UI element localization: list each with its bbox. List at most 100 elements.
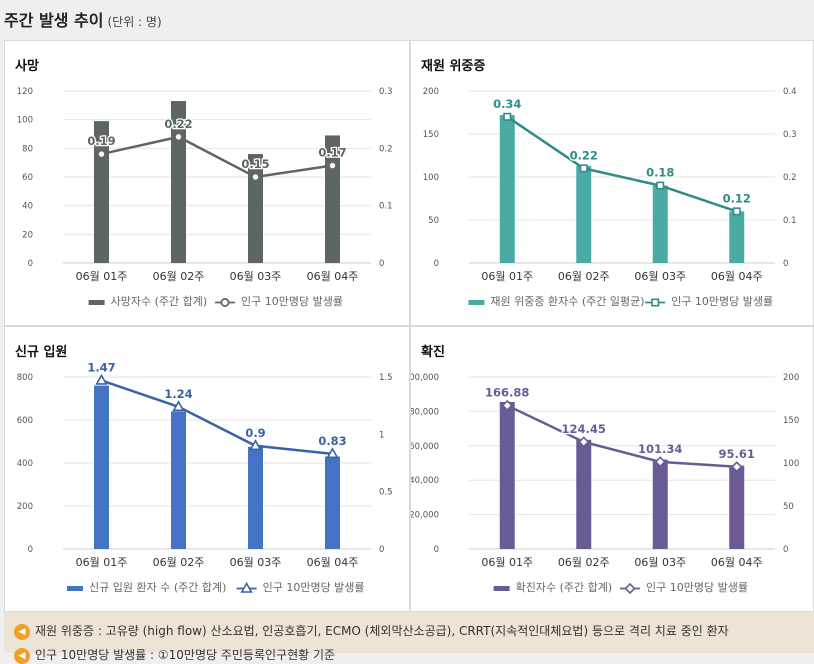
bar — [248, 154, 263, 263]
legend-line-label: 인구 10만명당 발생률 — [671, 295, 773, 308]
x-tick-label: 06월 03주 — [634, 556, 686, 569]
bar — [171, 411, 186, 549]
legend-line-label: 인구 10만명당 발생률 — [263, 581, 365, 594]
legend-line-marker — [220, 297, 230, 307]
legend-bar-swatch — [493, 586, 510, 591]
x-tick-label: 06월 04주 — [307, 556, 359, 569]
data-label: 101.34 — [638, 442, 682, 456]
rate-marker — [501, 399, 513, 412]
panel-confirmed: 확진 0 20,000 40,000 60,000 80,000 100,000 0 50 10… — [410, 326, 814, 612]
rate-marker — [326, 447, 339, 459]
rate-marker — [578, 436, 590, 448]
y-right-tick-label: 0.4 — [783, 87, 797, 97]
y-right-tick-label: 0.2 — [783, 173, 797, 183]
note-rate-definition: ◀ 인구 10만명당 발생률 : ①10만명당 주민등록인구현황 기준 — [14, 646, 335, 664]
legend-bar-label: 확진자수 (주간 합계) — [516, 581, 613, 594]
data-label: 0.22 — [570, 148, 598, 162]
rate-marker — [173, 132, 183, 142]
rate-line — [506, 404, 737, 469]
chart-admissions: 0 200 400 600 800 0 0.5 1 1.5 06월 01주 06월 02주 06월 0… — [17, 359, 393, 594]
y-left-tick-label: 0 — [28, 259, 33, 269]
legend-line-marker — [624, 582, 636, 595]
y-left-tick-label: 800 — [17, 373, 33, 383]
panel-deaths: 사망 0 20 40 60 80 100 120 0 0.1 0.2 0.3 06월 01주 06월 0… — [4, 40, 410, 326]
legend-bar-label: 사망자수 (주간 합계) — [111, 295, 208, 308]
x-tick-label: 06월 01주 — [76, 556, 128, 569]
x-tick-label: 06월 04주 — [711, 270, 763, 283]
x-tick-label: 06월 01주 — [481, 270, 533, 283]
y-right-tick-label: 0.1 — [783, 216, 797, 226]
y-left-tick-label: 120 — [17, 87, 33, 97]
x-tick-label: 06월 02주 — [153, 270, 205, 283]
notes-box: ◀ 재원 위중증 : 고유량 (high flow) 산소요법, 인공호흡기, E… — [4, 612, 814, 664]
rate-marker — [172, 400, 185, 412]
panel-title: 확진 — [421, 345, 445, 360]
rate-line — [101, 379, 333, 456]
y-left-tick-label: 20,000 — [411, 511, 439, 521]
x-tick-label: 06월 03주 — [634, 270, 686, 283]
legend-bar-label: 재원 위중증 환자수 (주간 일평균) — [490, 294, 644, 308]
data-label: 0.9 — [245, 426, 265, 440]
speaker-icon: ◀ — [14, 623, 30, 640]
panel-admissions: 신규 입원 0 200 400 600 800 0 0.5 1 1.5 06월 01주 06월 02… — [4, 326, 410, 612]
bar — [729, 465, 745, 549]
bar — [325, 456, 340, 549]
x-tick-label: 06월 02주 — [558, 270, 610, 283]
bar — [171, 101, 186, 264]
rate-marker — [97, 149, 107, 159]
legend-bar-swatch — [468, 300, 485, 305]
y-left-tick-label: 0 — [28, 545, 33, 555]
y-right-tick-label: 0.3 — [379, 87, 393, 97]
bar — [729, 211, 745, 263]
panel-title: 신규 입원 — [15, 345, 68, 360]
x-tick-label: 06월 04주 — [711, 556, 763, 569]
y-right-tick-label: 50 — [783, 502, 794, 512]
legend-line-marker — [240, 581, 253, 593]
y-left-tick-label: 600 — [17, 416, 33, 426]
y-right-tick-label: 150 — [783, 416, 799, 426]
legend-bar-swatch — [67, 586, 83, 591]
y-left-tick-label: 0 — [434, 259, 439, 269]
x-tick-label: 06월 04주 — [307, 270, 359, 283]
data-label: 95.61 — [719, 447, 755, 461]
data-label: 166.88 — [485, 385, 529, 399]
data-label: 0.17 — [318, 146, 346, 160]
data-label: 0.18 — [646, 166, 674, 180]
rate-marker — [503, 112, 512, 121]
rate-marker — [327, 161, 337, 171]
y-right-tick-label: 0.1 — [379, 202, 393, 212]
bar — [499, 115, 515, 263]
x-tick-label: 06월 02주 — [153, 556, 205, 569]
data-label: 0.12 — [723, 191, 751, 205]
y-right-tick-label: 0 — [379, 259, 384, 269]
note-text: 재원 위중증 : 고유량 (high flow) 산소요법, 인공호흡기, EC… — [35, 624, 729, 638]
rate-marker — [579, 164, 588, 173]
bar — [652, 459, 668, 549]
bar — [576, 439, 592, 549]
rate-marker — [731, 461, 743, 473]
data-label: 1.47 — [87, 360, 115, 374]
chart-deaths: 0 20 40 60 80 100 120 0 0.1 0.2 0.3 06월 01주 06월 02주 0… — [17, 87, 393, 308]
rate-marker — [249, 439, 262, 451]
data-label: 124.45 — [562, 422, 606, 436]
y-left-tick-label: 100 — [423, 173, 439, 183]
panel-title: 재원 위중증 — [421, 59, 486, 74]
legend-line-label: 인구 10만명당 발생률 — [646, 581, 748, 594]
y-right-tick-label: 1.5 — [379, 373, 393, 383]
panel-title: 사망 — [15, 59, 39, 74]
legend-bar-swatch — [88, 300, 105, 305]
y-right-tick-label: 0.3 — [783, 130, 797, 140]
note-critical-definition: ◀ 재원 위중증 : 고유량 (high flow) 산소요법, 인공호흡기, E… — [14, 622, 729, 640]
y-left-tick-label: 150 — [423, 130, 439, 140]
y-right-tick-label: 0.5 — [379, 488, 393, 498]
bar — [248, 446, 263, 549]
y-left-tick-label: 60 — [22, 173, 33, 183]
data-label: 0.19 — [87, 134, 115, 148]
y-left-tick-label: 20 — [22, 230, 33, 240]
rate-marker — [732, 207, 741, 216]
y-right-tick-label: 0 — [379, 545, 384, 555]
panel-critical: 재원 위중증 0 50 100 150 200 0 0.1 0.2 0.3 0.4 06월 01주 0… — [410, 40, 814, 326]
y-left-tick-label: 80,000 — [411, 407, 439, 417]
chart-critical: 0 50 100 150 200 0 0.1 0.2 0.3 0.4 06월 01주 06월 02주 0… — [423, 87, 797, 308]
y-right-tick-label: 100 — [783, 459, 799, 469]
